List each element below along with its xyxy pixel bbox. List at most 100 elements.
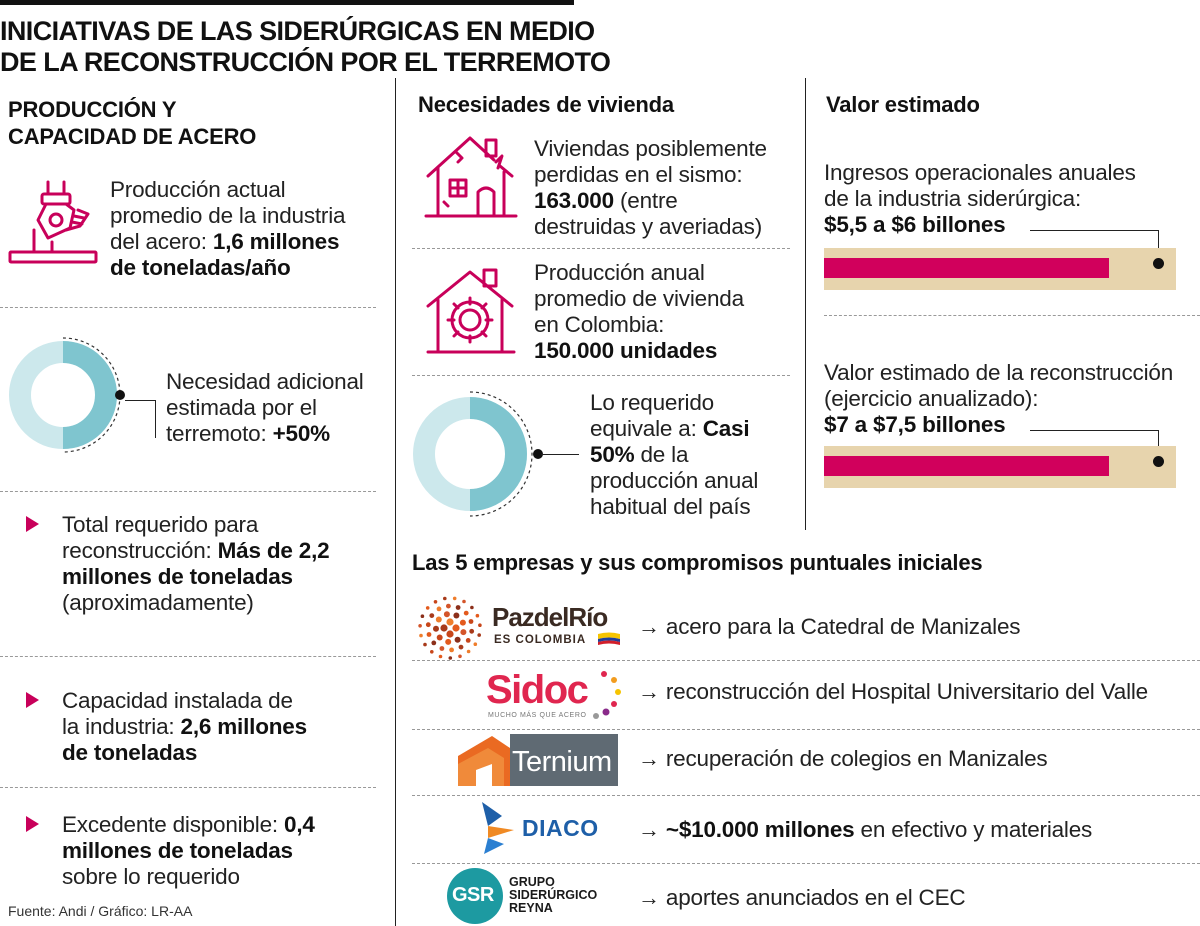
annual-line-3: en Colombia:	[534, 312, 665, 337]
leader-line	[541, 454, 579, 455]
donut-outline	[469, 391, 533, 517]
reconstruction-text: Valor estimado de la reconstrucción (eje…	[824, 360, 1200, 438]
logo-dot	[420, 614, 425, 618]
source-credit: Fuente: Andi / Gráfico: LR-AA	[8, 903, 193, 919]
capacity-line-1: Capacidad instalada de	[62, 688, 293, 713]
ternium-mark-icon	[458, 734, 510, 786]
logo-dot	[477, 633, 481, 637]
lost-line-3: 163.000 (entre	[534, 188, 799, 214]
logo-dot	[425, 622, 431, 628]
production-line-1: Producción actual	[110, 177, 286, 202]
required-text: Lo requerido equivale a: Casi 50% de la …	[590, 390, 800, 520]
commitment-text: aportes anunciados en el CEC	[665, 885, 966, 910]
total-line-4: (aproximadamente)	[62, 590, 254, 615]
pazdelrio-tagline: ES COLOMBIA	[494, 634, 587, 646]
logo-dot	[458, 644, 464, 650]
production-unit: de toneladas/año	[110, 255, 291, 280]
pazdelrio-wordmark: PazdelRío	[492, 602, 608, 632]
lost-line-1: Viviendas posiblemente	[534, 136, 767, 161]
logo-dot	[419, 633, 423, 638]
sidoc-wordmark: Sidoc	[486, 668, 589, 712]
logo-dot	[436, 606, 442, 612]
gsr-wordmark: GRUPO SIDERÚRGICO REYNA	[509, 875, 598, 915]
capacity-unit: de toneladas	[62, 740, 198, 765]
surplus-line-2: millones de toneladas	[62, 838, 382, 864]
need-line-3: terremoto: +50%	[166, 421, 386, 447]
reconstruction-bar-track	[824, 446, 1176, 488]
leader-line	[1030, 430, 1158, 431]
title-line-2: DE LA RECONSTRUCCIÓN POR EL TERREMOTO	[0, 47, 611, 77]
required-line-2-text: equivale a:	[590, 416, 703, 441]
logo-dot	[435, 616, 442, 623]
leader-line	[1158, 230, 1159, 260]
capacity-text: Capacidad instalada de la industria: 2,6…	[62, 688, 382, 766]
reconstruction-bar-fill	[824, 456, 1110, 476]
income-text: Ingresos operacionales anuales de la ind…	[824, 160, 1200, 238]
divider	[0, 787, 376, 788]
income-line-3: $5,5 a $6 billones	[824, 212, 1200, 238]
income-line-2: de la industria siderúrgica:	[824, 186, 1082, 211]
value-heading: Valor estimado	[826, 92, 980, 117]
crane-bucket-icon	[8, 180, 98, 264]
right-column-divider	[805, 78, 806, 530]
gsr-logo: GSR GRUPO SIDERÚRGICO REYNA	[447, 866, 627, 926]
logo-dot	[460, 629, 467, 636]
commitment-amount: ~$10.000 millones	[665, 817, 855, 842]
surplus-text: Excedente disponible: 0,4 millones de to…	[62, 812, 382, 890]
logo-dot	[433, 625, 439, 632]
divider	[412, 795, 1200, 796]
commitment-text: acero para la Catedral de Manizales	[665, 614, 1021, 639]
damaged-house-icon	[424, 136, 518, 218]
divider	[412, 660, 1200, 661]
required-line-3: 50% de la	[590, 442, 800, 468]
need-value: +50%	[272, 421, 331, 446]
total-value: Más de 2,2	[217, 538, 330, 563]
logo-dot	[429, 613, 435, 618]
company-commitment-2: → reconstrucción del Hospital Universita…	[638, 679, 1148, 705]
divider	[0, 307, 376, 308]
income-value: $5,5 a $6 billones	[824, 212, 1006, 237]
annual-value: 150.000 unidades	[534, 338, 718, 363]
annual-line-1: Producción anual	[534, 260, 705, 285]
sidoc-tagline: MUCHO MÁS QUE ACERO	[488, 712, 587, 719]
annual-line-2: promedio de vivienda	[534, 286, 744, 311]
production-value: 1,6 millones	[212, 229, 340, 254]
logo-dot	[459, 619, 466, 626]
logo-dot	[436, 634, 443, 641]
reconstruction-line-1: Valor estimado de la reconstrucción	[824, 360, 1174, 385]
title-line-1: INICIATIVAS DE LAS SIDERÚRGICAS EN MEDIO	[0, 16, 595, 46]
logo-dot	[466, 649, 471, 654]
annual-production-text: Producción anual promedio de vivienda en…	[534, 260, 799, 364]
logo-dot	[443, 596, 447, 601]
divider	[412, 729, 1200, 730]
required-donut-chart	[413, 391, 543, 517]
company-commitment-4: → ~$10.000 millones en efectivo y materi…	[638, 817, 1092, 843]
logo-dot	[426, 632, 432, 637]
donut-dot	[533, 449, 543, 459]
logo-dot	[446, 603, 451, 609]
arrow-icon: →	[638, 885, 660, 910]
logo-dot	[449, 647, 454, 653]
logo-dot	[440, 624, 448, 632]
divider	[412, 248, 790, 249]
divider	[0, 656, 376, 657]
logo-dot	[425, 606, 430, 610]
left-column-divider	[395, 78, 396, 926]
logo-dot	[418, 624, 422, 628]
surplus-value: 0,4	[284, 812, 315, 837]
production-heading: PRODUCCIÓN Y CAPACIDAD DE ACERO	[8, 96, 388, 150]
pazdelrio-dots-icon	[418, 596, 482, 660]
need-donut-chart	[9, 337, 125, 453]
capacity-line-3: de toneladas	[62, 740, 382, 766]
logo-dot	[446, 618, 454, 626]
lost-line-4: destruidas y averiadas)	[534, 214, 763, 239]
production-heading-line-2: CAPACIDAD DE ACERO	[8, 124, 257, 149]
logo-dot	[452, 624, 460, 632]
surplus-line-1-text: Excedente disponible:	[62, 812, 285, 837]
logo-dot	[455, 605, 461, 610]
lost-value: 163.000	[534, 188, 614, 213]
arrow-icon: →	[638, 746, 660, 771]
arrow-icon: →	[638, 679, 660, 704]
leader-line	[1030, 230, 1158, 231]
lost-line-2: perdidas en el sismo:	[534, 162, 743, 187]
